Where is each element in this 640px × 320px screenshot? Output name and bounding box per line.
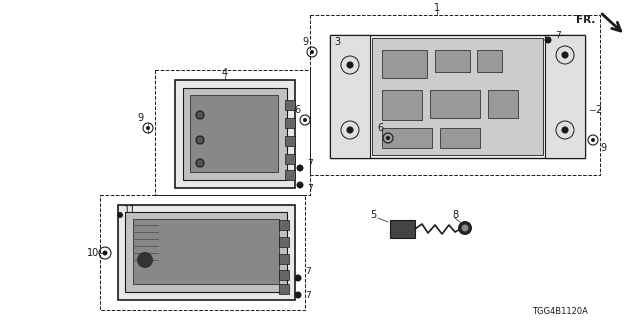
Text: 6: 6 (377, 123, 383, 133)
Text: FR.: FR. (575, 15, 595, 25)
Text: 7: 7 (305, 291, 311, 300)
Polygon shape (390, 220, 415, 238)
Circle shape (347, 62, 353, 68)
Circle shape (146, 126, 150, 130)
Polygon shape (279, 270, 289, 280)
Polygon shape (330, 35, 585, 158)
Circle shape (303, 118, 307, 122)
Polygon shape (440, 128, 480, 148)
Polygon shape (488, 90, 518, 118)
Polygon shape (279, 220, 289, 230)
Circle shape (562, 52, 568, 58)
Circle shape (347, 127, 353, 133)
Polygon shape (330, 35, 370, 158)
Polygon shape (545, 35, 585, 158)
Polygon shape (435, 50, 470, 72)
Text: 6: 6 (294, 105, 300, 115)
Circle shape (294, 292, 301, 299)
Polygon shape (285, 100, 295, 110)
Circle shape (196, 111, 204, 119)
Polygon shape (285, 170, 295, 180)
Polygon shape (279, 284, 289, 294)
Polygon shape (285, 118, 295, 128)
Text: 11: 11 (124, 205, 136, 215)
Polygon shape (279, 237, 289, 247)
Polygon shape (372, 38, 543, 155)
Text: 9: 9 (302, 37, 308, 47)
Text: 7: 7 (307, 158, 313, 167)
Circle shape (196, 159, 204, 167)
Polygon shape (285, 136, 295, 146)
Circle shape (196, 136, 204, 144)
Polygon shape (133, 219, 279, 284)
Text: 8: 8 (452, 210, 458, 220)
Text: TGG4B1120A: TGG4B1120A (532, 308, 588, 316)
Text: 7: 7 (305, 268, 311, 276)
Polygon shape (477, 50, 502, 72)
Text: 7: 7 (307, 183, 313, 193)
Circle shape (117, 212, 123, 218)
Text: 9: 9 (137, 113, 143, 123)
Circle shape (102, 251, 108, 255)
Circle shape (461, 225, 468, 231)
Text: 1: 1 (434, 3, 440, 13)
Text: 9: 9 (600, 143, 606, 153)
Text: 5: 5 (370, 210, 376, 220)
Polygon shape (430, 90, 480, 118)
Text: 7: 7 (555, 30, 561, 39)
Circle shape (591, 138, 595, 142)
Circle shape (294, 275, 301, 282)
Text: 3: 3 (334, 37, 340, 47)
Circle shape (296, 181, 303, 188)
Polygon shape (285, 154, 295, 164)
Circle shape (562, 127, 568, 133)
Text: 2: 2 (595, 105, 601, 115)
Polygon shape (118, 205, 295, 300)
Polygon shape (279, 254, 289, 264)
Polygon shape (190, 95, 278, 172)
Text: 10: 10 (87, 248, 99, 258)
Polygon shape (382, 90, 422, 120)
Text: 4: 4 (222, 68, 228, 78)
Circle shape (386, 136, 390, 140)
Circle shape (296, 164, 303, 172)
Polygon shape (382, 128, 432, 148)
Circle shape (458, 221, 472, 235)
Circle shape (310, 50, 314, 54)
Polygon shape (382, 50, 427, 78)
Polygon shape (183, 88, 287, 180)
Circle shape (137, 252, 153, 268)
Polygon shape (175, 80, 295, 188)
Circle shape (545, 36, 552, 44)
Polygon shape (125, 212, 287, 292)
